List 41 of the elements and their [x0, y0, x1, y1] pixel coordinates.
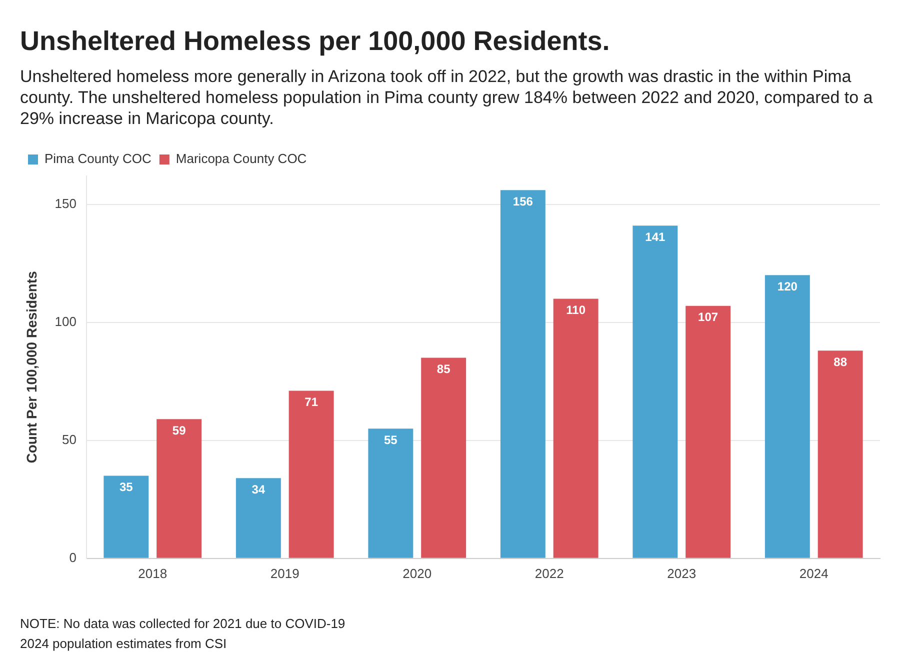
- bar: [156, 419, 202, 558]
- legend-label: Maricopa County COC: [176, 151, 307, 166]
- data-label: 156: [512, 194, 534, 208]
- bar: [236, 478, 281, 558]
- x-tick-label: 2022: [534, 566, 564, 581]
- data-label: 120: [777, 279, 798, 294]
- legend-label: Pima County COC: [44, 151, 152, 166]
- data-label: 110: [566, 303, 586, 318]
- bar: [686, 306, 731, 558]
- data-label: 35: [119, 480, 134, 494]
- y-tick-label: 150: [54, 196, 76, 211]
- bar: [288, 390, 334, 558]
- y-tick-label: 50: [62, 432, 76, 447]
- x-tick-label: 2020: [402, 566, 432, 581]
- x-tick-label: 2024: [799, 566, 828, 581]
- data-label: 85: [436, 362, 451, 376]
- data-label: 141: [645, 230, 666, 244]
- bar: [368, 428, 414, 558]
- bar: [104, 476, 149, 558]
- bar: [500, 190, 546, 558]
- chart-title: Unsheltered Homeless per 100,000 Residents.: [20, 26, 610, 57]
- data-label: 55: [384, 432, 398, 447]
- x-tick-label: 2023: [667, 566, 696, 581]
- data-label: 88: [834, 354, 848, 369]
- chart-subtitle: Unsheltered homeless more generally in Arizona took off in 2022, but the growth was drastic in the within Pima county. The unsheltered homeless population in Pima county grew 184% between 2022 and 2020, compared to a 29% increase in Maricopa county.: [20, 66, 874, 129]
- text: NOTE: No data was collected for 2021 due to COVID-19: [20, 615, 346, 633]
- bar: [818, 350, 863, 558]
- bar: [632, 226, 678, 558]
- y-axis-title: Count Per 100,000 Residents: [23, 270, 40, 464]
- bar: [764, 275, 810, 558]
- text: 2024 population estimates from CSI: [20, 635, 228, 653]
- bar: [553, 298, 598, 558]
- x-tick-label: 2018: [138, 566, 168, 581]
- data-label: 107: [698, 310, 718, 324]
- data-label: 34: [252, 482, 266, 496]
- y-tick-label: 100: [54, 314, 76, 329]
- y-tick-label: 0: [69, 550, 76, 565]
- data-label: 71: [304, 395, 318, 410]
- data-label: 59: [172, 423, 186, 438]
- bar: [421, 358, 466, 558]
- x-tick-label: 2019: [270, 566, 300, 581]
